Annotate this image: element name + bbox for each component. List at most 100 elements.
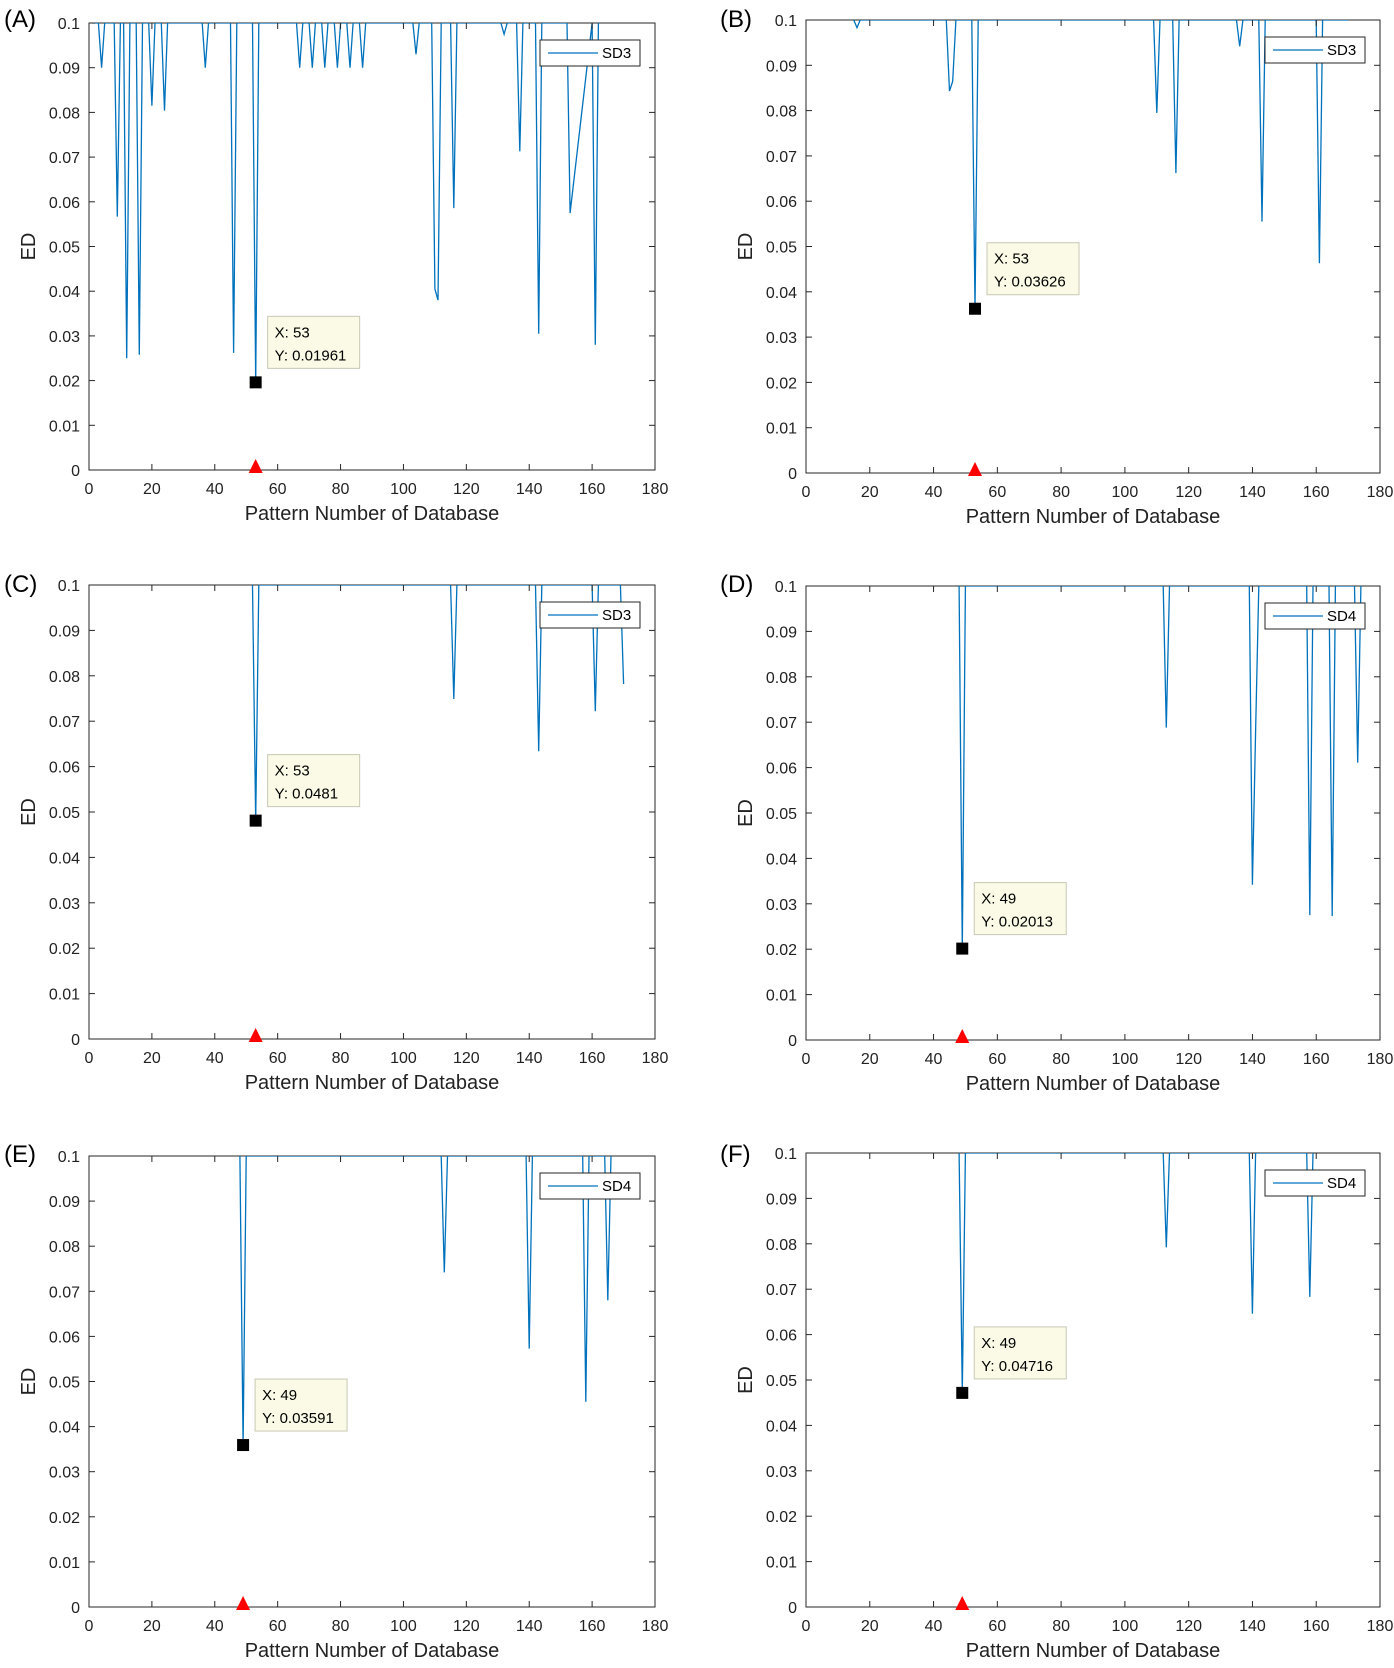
y-tick-label: 0.09 [766,58,797,75]
x-tick-label: 80 [332,1050,350,1067]
datatip-box [267,315,361,369]
plot-area [805,19,1381,474]
chart-panel: (E) 0 20 40 60 80 100 120 140 160 180 0 0.01 0.02 0.03… [4,1141,668,1662]
x-axis-label: Pattern Number of Database [966,506,1221,528]
x-tick-label: 20 [861,1618,879,1635]
panel-label: (F) [720,1141,751,1168]
y-tick-label: 0 [788,1033,797,1050]
y-tick-label: 0.01 [49,987,80,1004]
x-axis-label: Pattern Number of Database [966,1640,1221,1662]
y-tick-label: 0.03 [766,897,797,914]
x-tick-label: 100 [1112,1618,1139,1635]
chart-panel: (B) 0 20 40 60 80 100 120 140 160 180 0 0.01 0.02 0.03… [720,6,1393,528]
y-tick-label: 0.05 [766,1373,797,1390]
datatip-y-text: Y: 0.03591 [262,1410,334,1427]
datatip-x-text: X: 49 [981,1335,1016,1352]
y-tick-label: 0.1 [58,578,80,595]
y-tick-label: 0.1 [775,13,797,30]
datatip-point [956,1386,969,1399]
datatip-box [973,1326,1067,1380]
y-tick-label: 0.07 [766,1282,797,1299]
datatip-box [267,754,361,808]
red-triangle-marker [955,1029,970,1043]
x-tick-label: 20 [143,481,161,498]
y-tick-label: 0.04 [766,285,797,302]
x-tick-label: 0 [802,1051,811,1068]
y-tick-label: 0.04 [49,284,80,301]
chart-panel: (A) 0 20 40 60 80 100 120 140 160 180 0 0.01 0.02 0.03… [4,6,668,525]
y-tick-label: 0.07 [49,1284,80,1301]
legend-label: SD4 [1327,1175,1356,1192]
y-axis-label: ED [735,233,757,261]
y-tick-label: 0.06 [766,1328,797,1345]
x-tick-label: 160 [1303,1051,1330,1068]
panel-label: (B) [720,6,752,33]
datatip-y-text: Y: 0.02013 [981,914,1053,931]
x-axis-label: Pattern Number of Database [966,1073,1221,1095]
plot-area [805,585,1381,1041]
legend-label: SD4 [602,1178,631,1195]
y-tick-label: 0.08 [766,1237,797,1254]
datatip-box [973,882,1067,936]
x-tick-label: 140 [516,1618,543,1635]
x-tick-label: 160 [579,481,606,498]
y-tick-label: 0.08 [49,669,80,686]
x-tick-label: 40 [925,1051,943,1068]
y-tick-label: 0.02 [766,375,797,392]
datatip-point [956,942,969,955]
x-tick-label: 40 [206,1618,224,1635]
panel-label: (D) [720,571,753,598]
y-tick-label: 0.09 [49,61,80,78]
y-axis-label: ED [18,233,40,261]
y-tick-label: 0 [788,1600,797,1617]
plot-area [805,1152,1381,1608]
datatip-point [249,376,262,389]
y-tick-label: 0.04 [49,1420,80,1437]
x-tick-label: 20 [861,1051,879,1068]
x-tick-label: 0 [802,484,811,501]
y-tick-label: 0.02 [49,941,80,958]
series-line [853,20,1349,309]
x-tick-label: 40 [206,1050,224,1067]
x-tick-label: 0 [85,481,94,498]
x-tick-label: 180 [642,481,669,498]
y-tick-label: 0.01 [766,1555,797,1572]
legend-label: SD3 [1327,42,1356,59]
y-tick-label: 0.06 [49,195,80,212]
x-tick-label: 80 [1052,1618,1070,1635]
y-tick-label: 0.01 [49,418,80,435]
x-tick-label: 180 [1367,484,1394,501]
chart-panel: (C) 0 20 40 60 80 100 120 140 160 180 0 0.01 0.02 0.03… [4,571,668,1094]
x-tick-label: 20 [861,484,879,501]
y-tick-label: 0.02 [766,1509,797,1526]
y-tick-label: 0 [71,1600,80,1617]
y-tick-label: 0 [788,466,797,483]
x-tick-label: 60 [988,1618,1006,1635]
x-tick-label: 160 [1303,484,1330,501]
legend-label: SD3 [602,45,631,62]
y-tick-label: 0.1 [775,579,797,596]
datatip-x-text: X: 53 [275,324,310,341]
y-tick-label: 0.07 [766,715,797,732]
red-triangle-marker [955,1596,970,1610]
series-line [92,23,600,383]
y-tick-label: 0.03 [766,1464,797,1481]
plot-area [88,1155,656,1608]
y-tick-label: 0.01 [766,421,797,438]
datatip-box [986,242,1080,296]
x-tick-label: 160 [1303,1618,1330,1635]
x-tick-label: 40 [925,484,943,501]
y-tick-label: 0.06 [49,1329,80,1346]
y-tick-label: 0.02 [766,942,797,959]
y-tick-label: 0.09 [49,623,80,640]
y-tick-label: 0.04 [766,851,797,868]
x-tick-label: 20 [143,1618,161,1635]
datatip-y-text: Y: 0.03626 [994,274,1066,291]
y-tick-label: 0.06 [49,760,80,777]
y-tick-label: 0.05 [766,240,797,257]
y-tick-label: 0.08 [49,105,80,122]
x-tick-label: 60 [269,1050,287,1067]
datatip-y-text: Y: 0.01961 [275,347,347,364]
panel-label: (E) [4,1141,36,1168]
x-tick-label: 40 [206,481,224,498]
